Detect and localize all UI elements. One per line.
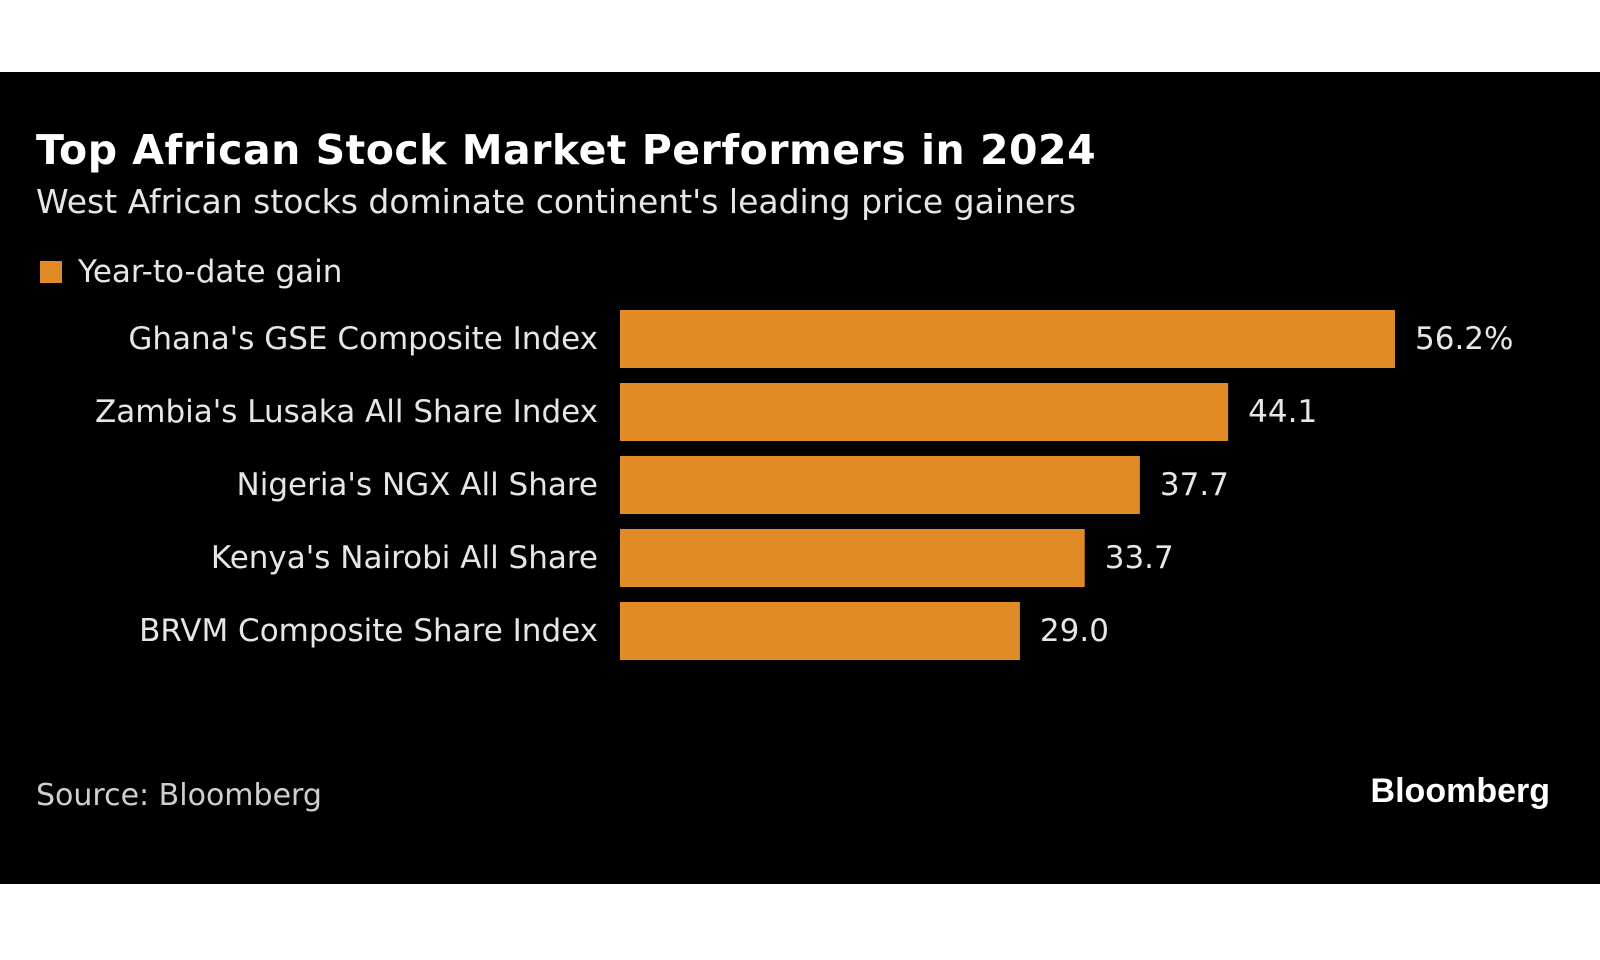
bar	[620, 529, 1085, 587]
source-note: Source: Bloomberg	[36, 778, 322, 813]
legend-label: Year-to-date gain	[78, 254, 343, 290]
bar	[620, 310, 1395, 368]
legend-swatch	[40, 261, 62, 283]
bar	[620, 456, 1140, 514]
category-label: Zambia's Lusaka All Share Index	[95, 394, 598, 430]
chart-subtitle: West African stocks dominate continent's…	[36, 182, 1076, 221]
bar	[620, 602, 1020, 660]
legend: Year-to-date gain	[40, 254, 342, 290]
category-label: Ghana's GSE Composite Index	[128, 321, 598, 357]
bloomberg-logo: Bloomberg	[1370, 772, 1550, 810]
bar-chart: Ghana's GSE Composite Index 56.2% Zambia's…	[95, 310, 1513, 660]
value-label: 37.7	[1160, 467, 1229, 503]
category-label: Kenya's Nairobi All Share	[211, 540, 598, 576]
category-label: Nigeria's NGX All Share	[237, 467, 598, 503]
chart-panel: Top African Stock Market Performers in 2…	[0, 72, 1600, 884]
value-label: 44.1	[1248, 394, 1317, 430]
value-label: 56.2%	[1415, 321, 1513, 357]
value-label: 29.0	[1040, 613, 1109, 649]
bar	[620, 383, 1229, 441]
category-label: BRVM Composite Share Index	[139, 613, 598, 649]
value-label: 33.7	[1105, 540, 1174, 576]
chart-title: Top African Stock Market Performers in 2…	[36, 126, 1097, 174]
